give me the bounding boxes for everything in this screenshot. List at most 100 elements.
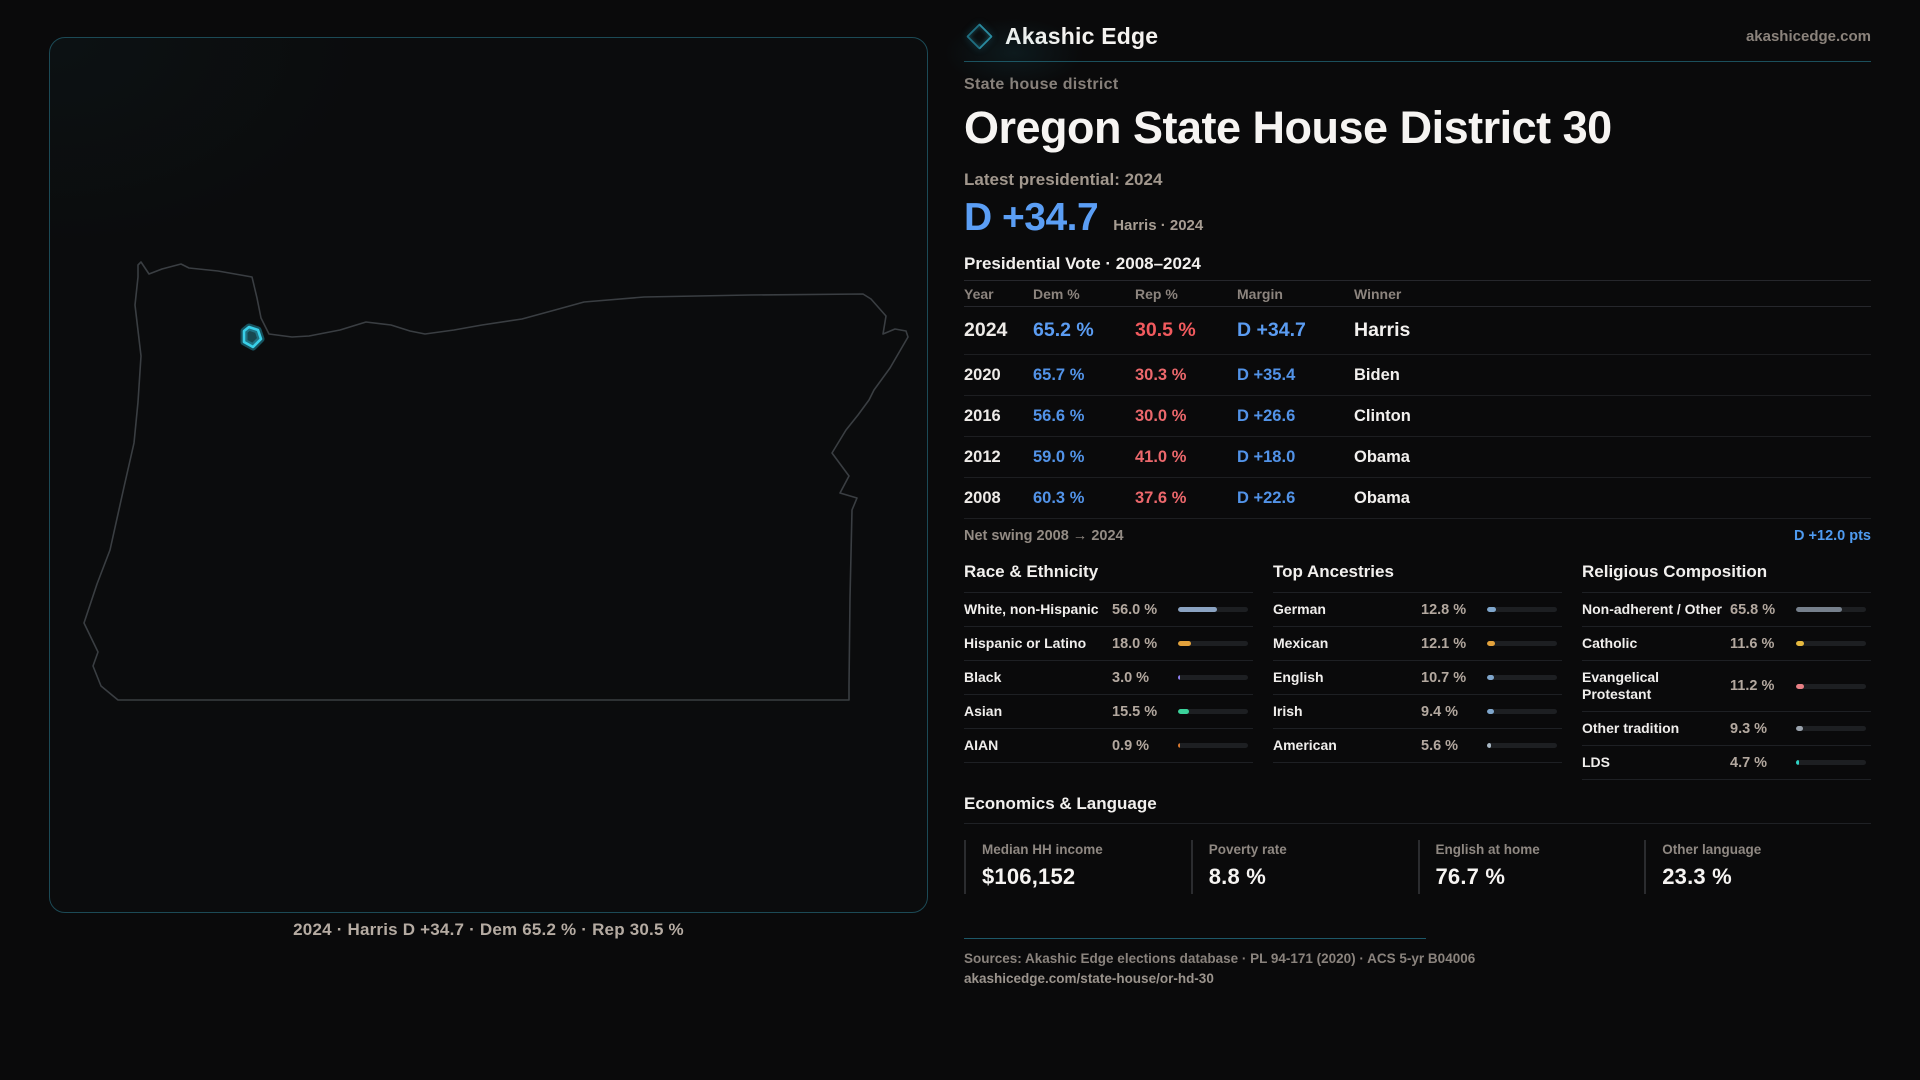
demo-bar-fill [1487, 641, 1496, 646]
demo-bar-track [1796, 726, 1866, 731]
demo-row: Mexican 12.1 % [1273, 627, 1562, 661]
demo-bar-track [1178, 743, 1248, 748]
vote-table: Year Dem % Rep % Margin Winner 2024 65.2 % 30.… [964, 280, 1871, 552]
demo-value: 56.0 % [1112, 601, 1158, 618]
econ-stat-label: Median HH income [982, 842, 1103, 857]
demo-bar-fill [1796, 607, 1843, 612]
demo-label: German [1273, 601, 1326, 617]
demo-row: Black 3.0 % [964, 661, 1253, 695]
demo-bar-track [1796, 760, 1866, 765]
demo-bar-track [1487, 743, 1557, 748]
vote-cell-rep: 30.5 % [1135, 319, 1196, 341]
demo-row: Non-adherent / Other 65.8 % [1582, 593, 1871, 627]
econ-stat-3: Other language 23.3 % [1644, 840, 1871, 894]
demo-bar-track [1796, 641, 1866, 646]
demo-row: Hispanic or Latino 18.0 % [964, 627, 1253, 661]
vote-column-header-0: Year [964, 285, 994, 302]
econ-stat-value: 23.3 % [1662, 864, 1732, 889]
demo-bar-fill [1178, 709, 1189, 714]
econ-stat-label: Other language [1662, 842, 1762, 857]
demo-label: LDS [1582, 754, 1610, 770]
demo-row: Asian 15.5 % [964, 695, 1253, 729]
demo-value: 10.7 % [1421, 669, 1467, 686]
vote-row-2024: 2024 65.2 % 30.5 % D +34.7 Harris [964, 307, 1871, 355]
vote-cell-dem: 65.7 % [1033, 365, 1085, 384]
demo-bar-fill [1796, 641, 1805, 646]
vote-row-2020: 2020 65.7 % 30.3 % D +35.4 Biden [964, 355, 1871, 396]
vote-cell-margin: D +26.6 [1237, 406, 1296, 425]
headline-margin: D +34.7 [964, 196, 1099, 239]
demo-row: LDS 4.7 % [1582, 746, 1871, 780]
vote-cell-year: 2020 [964, 365, 1001, 384]
demo-value: 65.8 % [1730, 601, 1776, 618]
econ-stat-value: $106,152 [982, 864, 1076, 889]
demo-rows-0: White, non-Hispanic 56.0 % Hispanic or Lat… [964, 592, 1253, 763]
demo-bar-track [1178, 675, 1248, 680]
net-swing-row: Net swing 2008 → 2024 D +12.0 pts [964, 519, 1871, 552]
demo-row: Other tradition 9.3 % [1582, 712, 1871, 746]
vote-cell-margin: D +35.4 [1237, 365, 1296, 384]
net-swing-label: Net swing 2008 → 2024 [964, 527, 1124, 544]
vote-cell-winner: Biden [1354, 365, 1400, 384]
demo-value: 18.0 % [1112, 635, 1158, 652]
demo-bar-fill [1178, 743, 1180, 748]
econ-stat-label: Poverty rate [1208, 842, 1287, 857]
demo-bar-track [1796, 607, 1866, 612]
map-caption: 2024 · Harris D +34.7 · Dem 65.2 % · Rep… [293, 920, 684, 939]
brand-glow [944, 18, 1084, 88]
vote-cell-rep: 37.6 % [1135, 488, 1187, 507]
demo-bar-fill [1796, 760, 1800, 765]
demo-column-1: Top Ancestries German 12.8 % Mexican 12.1 % E… [1273, 562, 1562, 780]
demo-bar-fill [1178, 607, 1218, 612]
demo-label: Non-adherent / Other [1582, 601, 1723, 617]
demo-bar-track [1178, 607, 1248, 612]
brand-domain-link[interactable]: akashicedge.com [1745, 28, 1871, 45]
vote-cell-rep: 41.0 % [1135, 447, 1187, 466]
demo-value: 4.7 % [1730, 754, 1768, 771]
demo-label: Mexican [1273, 635, 1329, 651]
econ-stat-label: English at home [1435, 842, 1540, 857]
footer-divider [964, 938, 1426, 939]
vote-cell-rep: 30.0 % [1135, 406, 1187, 425]
demo-column-title-2: Religious Composition [1582, 562, 1768, 581]
demo-row: AIAN 0.9 % [964, 729, 1253, 763]
demo-value: 9.3 % [1730, 720, 1768, 737]
vote-cell-dem: 59.0 % [1033, 447, 1085, 466]
demo-column-title-1: Top Ancestries [1273, 562, 1394, 581]
demo-label: Black [964, 669, 1002, 685]
vote-cell-margin: D +34.7 [1237, 319, 1306, 341]
district-30-marker [242, 325, 263, 349]
econ-stat-value: 8.8 % [1208, 864, 1267, 889]
demo-bar-track [1487, 641, 1557, 646]
vote-cell-year: 2008 [964, 488, 1001, 507]
demo-value: 5.6 % [1421, 737, 1459, 754]
vote-cell-year: 2024 [964, 319, 1008, 341]
demo-column-2: Religious Composition Non-adherent / Othe… [1582, 562, 1871, 780]
econ-stat-2: English at home 76.7 % [1417, 840, 1645, 894]
demo-bar-fill [1487, 743, 1491, 748]
vote-cell-year: 2012 [964, 447, 1001, 466]
demo-bar-fill [1487, 607, 1496, 612]
demo-bar-track [1178, 709, 1248, 714]
demo-bar-track [1487, 675, 1557, 680]
demo-label: Hispanic or Latino [964, 635, 1087, 651]
demo-row: English 10.7 % [1273, 661, 1562, 695]
demo-bar-fill [1796, 683, 1804, 689]
vote-row-2016: 2016 56.6 % 30.0 % D +26.6 Clinton [964, 396, 1871, 437]
footer-sources: Sources: Akashic Edge elections database… [964, 951, 1476, 966]
demo-row: Irish 9.4 % [1273, 695, 1562, 729]
headline-caption: Harris · 2024 [1113, 217, 1204, 234]
vote-cell-rep: 30.3 % [1135, 365, 1187, 384]
demo-bar-track [1178, 641, 1248, 646]
demo-bar-fill [1796, 726, 1803, 731]
demo-value: 12.1 % [1421, 635, 1467, 652]
demo-value: 12.8 % [1421, 601, 1467, 618]
footer-permalink[interactable]: akashicedge.com/state-house/or-hd-30 [964, 971, 1214, 986]
footer: Sources: Akashic Edge elections database… [964, 938, 1871, 986]
vote-cell-dem: 60.3 % [1033, 488, 1085, 507]
kicker: State house district [964, 76, 1119, 93]
demo-bar-track [1796, 683, 1866, 689]
demo-row: German 12.8 % [1273, 593, 1562, 627]
oregon-map [83, 261, 909, 701]
header: Akashic Edge akashicedge.com [944, 18, 1871, 88]
